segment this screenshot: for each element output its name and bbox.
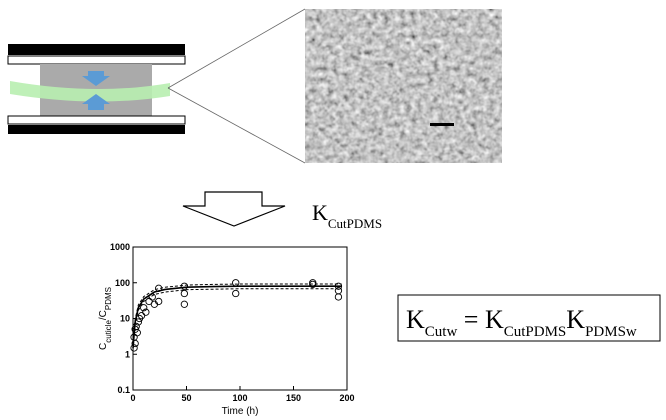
text-part: K <box>485 305 504 334</box>
data-point <box>181 301 187 307</box>
chart: 0.1 1 10 100 1000 0 50 100 150 200 Time (h) Ccuticl… <box>98 242 355 417</box>
down-arrow <box>183 192 285 226</box>
text-part: = <box>457 305 485 334</box>
subscript: PDMSw <box>585 324 637 340</box>
data-point <box>181 283 187 289</box>
plot-frame <box>133 247 347 390</box>
data-point <box>233 280 239 286</box>
subscript: cuticle <box>104 320 113 343</box>
fit-curve <box>133 289 342 350</box>
data-point <box>131 345 137 351</box>
y-tick-label: 0.1 <box>117 385 130 395</box>
subscript: PDMS <box>104 287 113 310</box>
data-point <box>335 294 341 300</box>
y-axis-label: Ccuticle/CPDMS <box>98 287 113 350</box>
apparatus <box>8 44 185 134</box>
x-tick-label: 200 <box>339 393 354 403</box>
data-point <box>233 290 239 296</box>
y-tick-label: 100 <box>115 278 130 288</box>
subscript: Cutw <box>425 324 458 340</box>
x-axis-label: Time (h) <box>222 406 259 417</box>
y-tick-label: 1000 <box>110 242 130 252</box>
figure: KCutPDMS KCutw = KCutPDMSKPDMSw 0.111010… <box>0 0 666 420</box>
data-point <box>181 290 187 296</box>
micrograph <box>305 9 502 163</box>
text-part: K <box>566 305 585 334</box>
y-tick-label: 10 <box>120 314 130 324</box>
x-tick-label: 0 <box>130 393 135 403</box>
data-point <box>149 294 155 300</box>
text-part: C <box>98 343 109 350</box>
subscript: CutPDMS <box>328 216 382 231</box>
y-tick-label: 1 <box>125 349 130 359</box>
subscript: CutPDMS <box>504 324 567 340</box>
text-part: /C <box>98 310 109 320</box>
x-tick-label: 50 <box>181 393 191 403</box>
text-part: K <box>312 200 328 225</box>
zoom-lines <box>168 9 305 163</box>
k-label: KCutPDMS <box>312 200 382 231</box>
x-tick-label: 150 <box>286 393 301 403</box>
text-part: K <box>406 305 425 334</box>
fit-curve <box>133 286 342 348</box>
x-tick-label: 100 <box>232 393 247 403</box>
fit-curve <box>133 284 342 346</box>
